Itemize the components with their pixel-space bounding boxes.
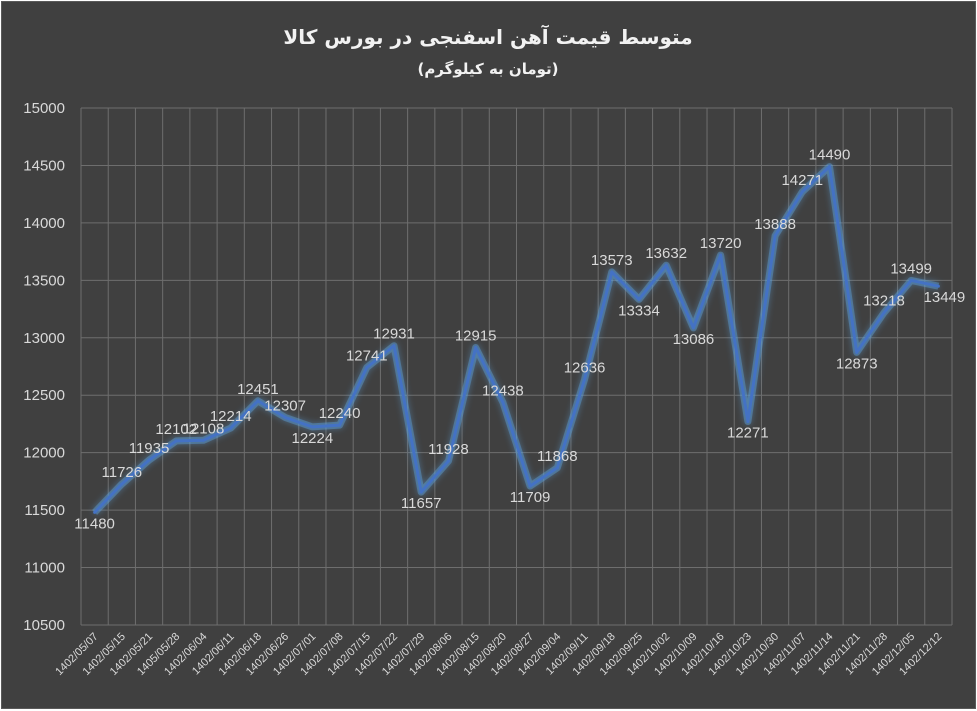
data-point [773, 234, 777, 238]
data-point [474, 346, 478, 350]
data-point [256, 399, 260, 403]
series-line [93, 165, 939, 514]
data-point [610, 270, 614, 274]
data-label: 14271 [781, 172, 823, 189]
y-tick-label: 14500 [23, 157, 65, 174]
data-point [936, 284, 940, 288]
data-label: 12451 [237, 381, 279, 398]
data-point [310, 425, 314, 429]
data-label: 12214 [210, 408, 252, 425]
y-tick-label: 11500 [24, 502, 65, 519]
data-label: 11726 [102, 464, 143, 481]
data-point [691, 326, 695, 330]
data-point [93, 510, 97, 514]
data-label: 12636 [564, 360, 606, 377]
x-axis-ticks: 1402/05/071402/05/151402/05/211405/05/28… [53, 631, 944, 678]
data-label: 11935 [129, 440, 170, 457]
data-label: 13888 [754, 216, 796, 233]
data-label: 11657 [401, 495, 442, 512]
data-point [446, 459, 450, 463]
data-point [909, 278, 913, 282]
data-label: 12224 [292, 430, 334, 447]
data-label: 13086 [673, 331, 715, 348]
data-label: 12240 [319, 405, 361, 422]
y-tick-label: 12500 [23, 387, 65, 404]
data-label: 11480 [74, 515, 115, 532]
data-point [283, 415, 287, 419]
data-label: 11709 [510, 489, 551, 506]
data-point [746, 420, 750, 424]
data-point [637, 297, 641, 301]
data-point [555, 466, 559, 470]
y-axis-ticks: 10500 11000 11500 12000 12500 13000 13500 14000… [23, 100, 65, 634]
data-point [147, 458, 151, 462]
data-point [528, 484, 532, 488]
data-label: 13218 [863, 293, 905, 310]
chart-title: متوسط قیمت آهن اسفنجی در بورس کالا [283, 24, 692, 49]
data-label: 13632 [645, 245, 687, 262]
data-label: 12741 [346, 348, 388, 365]
data-label: 12102 [155, 421, 197, 438]
chart-subtitle: (تومان به کیلوگرم) [417, 60, 558, 78]
data-point [664, 263, 668, 267]
data-label: 12931 [373, 326, 415, 343]
data-point [583, 378, 587, 382]
y-tick-label: 11000 [24, 560, 65, 577]
data-label: 12271 [727, 425, 769, 442]
data-label: 12307 [264, 397, 306, 414]
y-tick-label: 12000 [23, 445, 65, 462]
data-label: 12873 [836, 355, 878, 372]
data-point [828, 165, 832, 169]
data-point [392, 344, 396, 348]
series-line-group [92, 163, 940, 515]
data-label: 12438 [482, 382, 524, 399]
data-label: 13499 [890, 260, 932, 277]
data-label: 14490 [809, 147, 851, 164]
data-label: 12915 [455, 328, 497, 345]
data-point [229, 426, 233, 430]
data-point [201, 438, 205, 442]
data-label: 13334 [618, 302, 660, 319]
data-label: 11928 [428, 441, 469, 458]
data-label: 13449 [924, 289, 966, 306]
data-point [419, 490, 423, 494]
data-point [365, 366, 369, 370]
y-tick-label: 13500 [23, 272, 65, 289]
y-tick-label: 14000 [23, 215, 65, 232]
data-label: 13573 [591, 252, 633, 269]
data-point [719, 253, 723, 257]
data-point [501, 400, 505, 404]
y-tick-label: 10500 [23, 617, 65, 634]
data-point [800, 190, 804, 194]
data-point [174, 439, 178, 443]
data-label: 13720 [700, 235, 742, 252]
data-point [338, 423, 342, 427]
gridlines [80, 107, 953, 626]
data-label: 12108 [183, 420, 225, 437]
y-tick-label: 15000 [23, 100, 65, 117]
y-tick-label: 13000 [23, 330, 65, 347]
data-point [855, 350, 859, 354]
data-label: 11868 [537, 448, 578, 465]
data-point [120, 482, 124, 486]
data-point [882, 311, 886, 315]
